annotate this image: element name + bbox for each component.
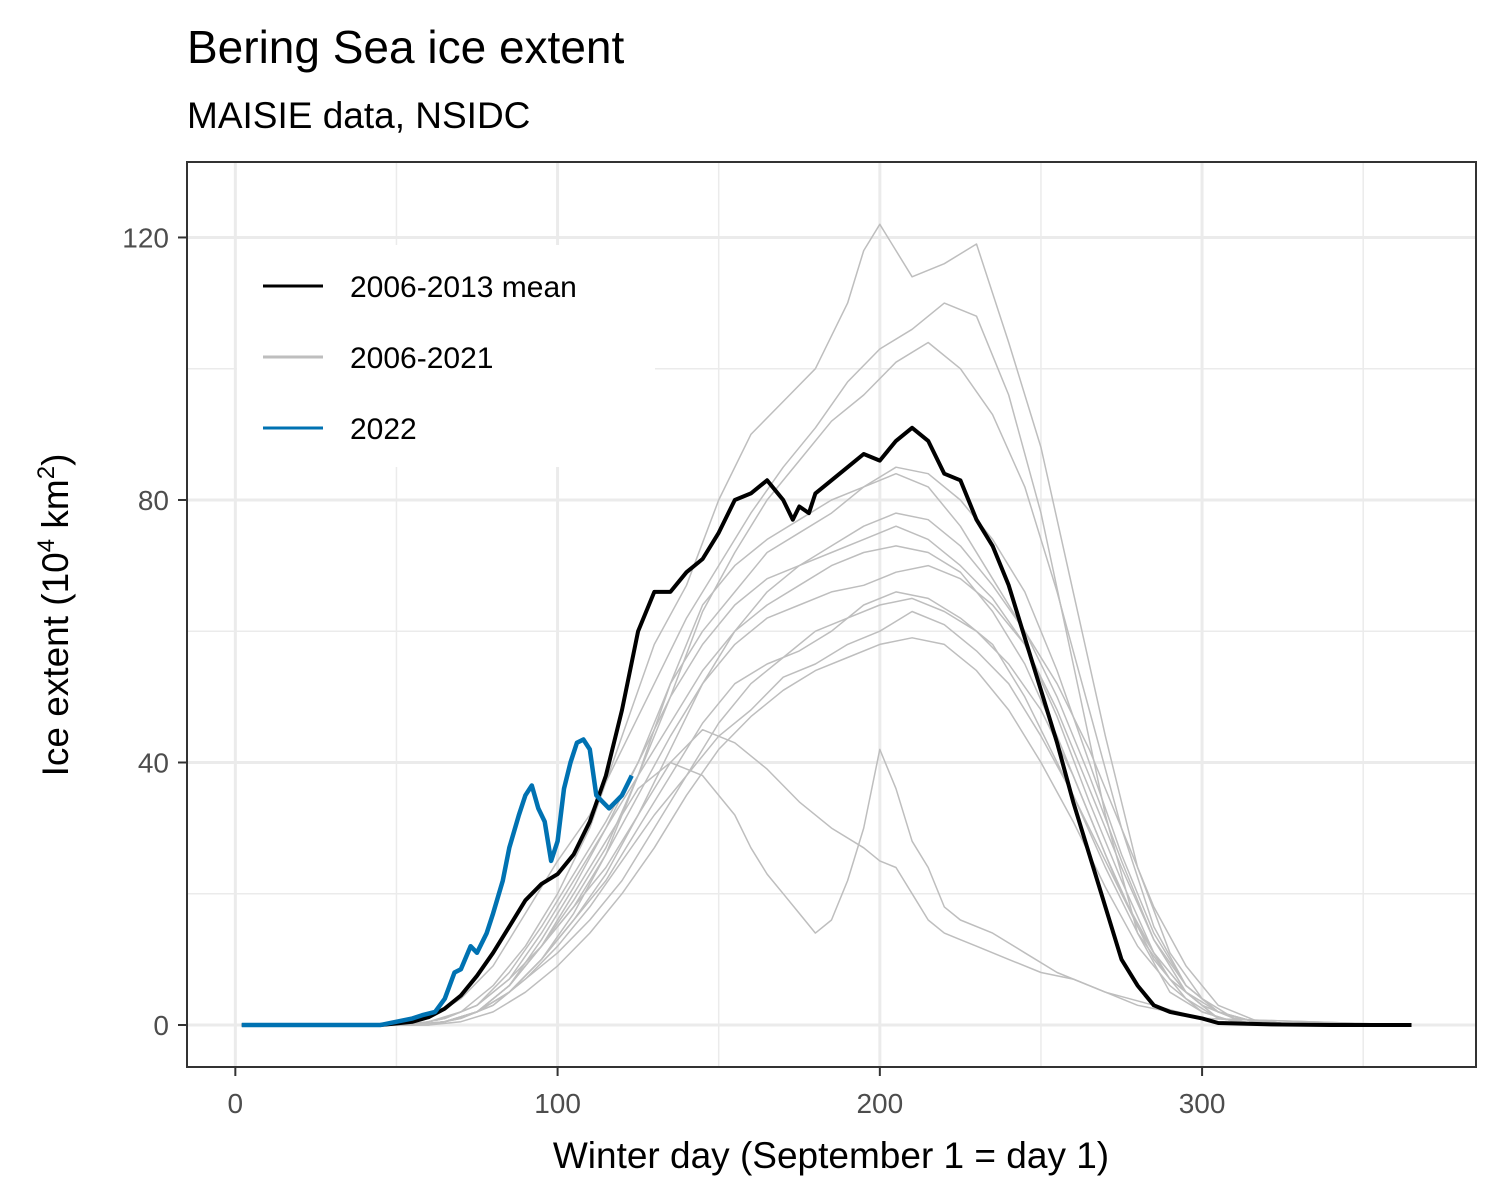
y-tick-label: 40	[138, 747, 169, 778]
chart-subtitle: MAISIE data, NSIDC	[187, 95, 531, 136]
y-tick-label: 0	[153, 1010, 169, 1041]
series-line-2006-2021	[241, 748, 1412, 1026]
series-line-2006-2021	[241, 341, 1412, 1026]
y-axis-title-part1: Ice extent (10	[35, 552, 76, 776]
x-axis-ticks: 0 100 200 300	[228, 1067, 1226, 1119]
series-line-2006-2021	[241, 728, 1412, 1026]
y-axis-ticks: 0 40 80 120	[122, 222, 187, 1041]
x-tick-label: 200	[856, 1088, 903, 1119]
x-tick-label: 100	[534, 1088, 581, 1119]
legend-label-years: 2006-2021	[350, 342, 493, 375]
series-line-2006-2021	[241, 302, 1412, 1026]
grid-minor	[187, 162, 1476, 1067]
series-line-2006-2021	[241, 472, 1412, 1026]
series-main-group	[241, 425, 1412, 1028]
legend: 2006-2013 mean 2006-2021 2022	[237, 245, 655, 467]
y-axis-title-sup1: 4	[33, 539, 60, 552]
series-line-2006-2021	[241, 597, 1412, 1026]
plot-panel-border	[186, 161, 1477, 1068]
y-tick-label: 120	[122, 222, 169, 253]
y-axis-title-sup2: 2	[33, 466, 60, 479]
x-tick-label: 0	[228, 1088, 244, 1119]
series-line-2022	[241, 737, 634, 1028]
y-tick-label: 80	[138, 485, 169, 516]
series-line-2006-2021	[241, 637, 1412, 1026]
x-axis-title: Winter day (September 1 = day 1)	[553, 1135, 1109, 1176]
y-axis-title-part3: )	[35, 454, 76, 466]
legend-label-2022: 2022	[350, 413, 417, 446]
chart-title: Bering Sea ice extent	[187, 21, 625, 73]
series-line-mean	[241, 425, 1412, 1027]
series-line-2006-2021	[241, 512, 1412, 1026]
series-gray-group	[241, 223, 1412, 1026]
series-line-2006-2021	[241, 525, 1412, 1026]
y-axis-title: Ice extent (104 km2)	[33, 454, 76, 777]
y-axis-title-part2: km	[35, 479, 76, 539]
legend-label-mean: 2006-2013 mean	[350, 271, 577, 304]
x-tick-label: 300	[1179, 1088, 1226, 1119]
